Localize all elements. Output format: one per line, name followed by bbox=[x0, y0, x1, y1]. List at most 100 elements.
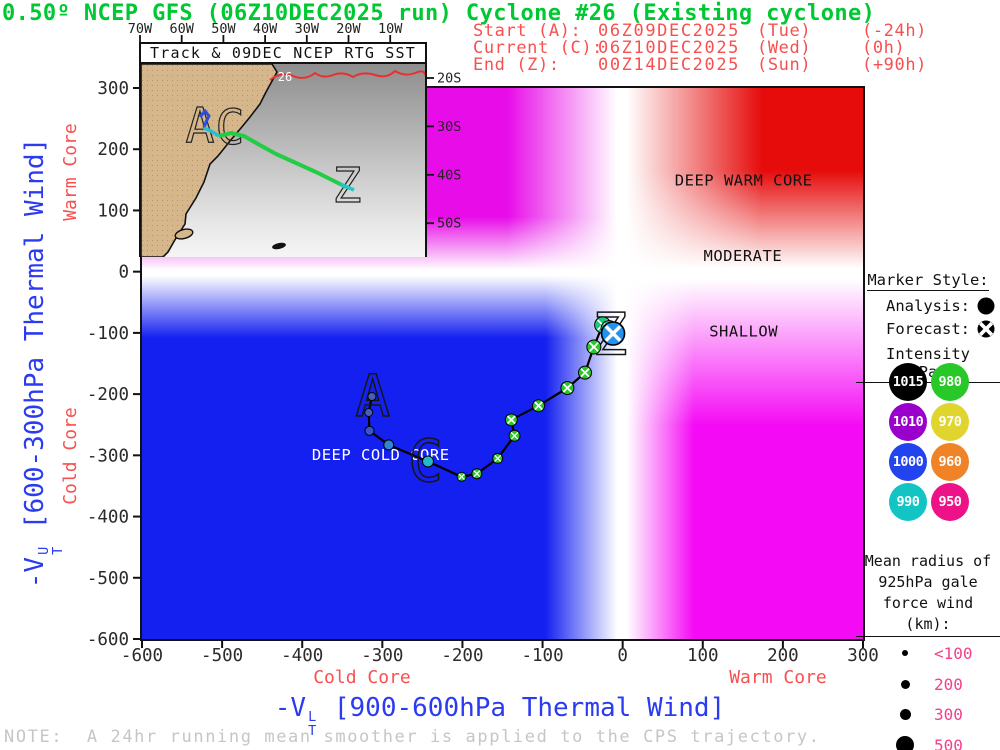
map-track-end bbox=[339, 182, 355, 192]
gale-size-row: 300 bbox=[856, 699, 1000, 730]
intensity-swatch-950: 950 bbox=[931, 483, 969, 521]
gale-size-label: <100 bbox=[934, 643, 973, 663]
y-tick-label: -500 bbox=[87, 569, 129, 589]
legend-analysis-row: Analysis: bbox=[856, 294, 1000, 317]
analysis-label: Analysis: bbox=[886, 296, 970, 315]
y-tick-label: -100 bbox=[87, 324, 129, 344]
y-axis-label: -V U T [600-300hPa Thermal Wind] bbox=[20, 137, 66, 589]
legend-forecast-row: Forecast: bbox=[856, 317, 1000, 340]
x-tick-label: 100 bbox=[687, 646, 719, 666]
time-row-current: Current (C): 06Z10DEC2025 (Wed) (0h) bbox=[473, 40, 943, 57]
intensity-swatch-970: 970 bbox=[931, 403, 969, 441]
inset-map: 26 A C Z bbox=[141, 64, 425, 257]
end-offset: (+90h) bbox=[862, 55, 928, 75]
x-tick-label: -300 bbox=[361, 646, 403, 666]
inset-lat-label: 20S bbox=[437, 71, 461, 87]
end-label: End (Z): bbox=[473, 55, 560, 75]
inset-title: Track & 09DEC NCEP RTG SST bbox=[141, 44, 425, 64]
gale-size-label: 500 bbox=[934, 735, 963, 750]
end-value: 00Z14DEC2025 bbox=[598, 55, 741, 75]
gale-dot-wrap bbox=[888, 679, 922, 689]
start-label: Start (A): bbox=[473, 21, 582, 41]
x-tick-label: -400 bbox=[281, 646, 323, 666]
time-row-start: Start (A): 06Z09DEC2025 (Tue) (-24h) bbox=[473, 23, 943, 40]
island-dark bbox=[272, 242, 286, 250]
run-times: Start (A): 06Z09DEC2025 (Tue) (-24h) Cur… bbox=[473, 23, 943, 74]
x-tick-label: -600 bbox=[121, 646, 163, 666]
forecast-marker-icon bbox=[977, 320, 995, 337]
map-point-a: A bbox=[186, 98, 215, 154]
x-tick-label: 0 bbox=[617, 646, 628, 666]
gale-dot bbox=[900, 679, 910, 689]
sst-contour-label: 26 bbox=[278, 70, 292, 84]
map-track-cyan bbox=[203, 126, 220, 138]
south-america-land bbox=[141, 64, 278, 257]
y-tick-label: 0 bbox=[118, 263, 129, 283]
gale-size-label: 200 bbox=[934, 674, 963, 694]
intensity-swatch-1000: 1000 bbox=[889, 443, 927, 481]
intensity-scale: 1015 980 1010 970 1000 960 990 950 bbox=[889, 363, 969, 521]
gale-title-line3: force wind (km): bbox=[856, 593, 1000, 637]
gale-size-label: 300 bbox=[934, 705, 963, 725]
y-axis-warm-core-label: Warm Core bbox=[60, 123, 81, 221]
start-value: 06Z09DEC2025 bbox=[598, 21, 741, 41]
y-tick-label: 100 bbox=[97, 201, 129, 221]
current-offset: (0h) bbox=[862, 38, 906, 58]
gale-dot bbox=[902, 650, 908, 657]
analysis-marker-icon bbox=[977, 297, 995, 314]
start-offset: (-24h) bbox=[862, 21, 928, 41]
intensity-swatch-990: 990 bbox=[889, 483, 927, 521]
current-value: 06Z10DEC2025 bbox=[598, 38, 741, 58]
legend: Marker Style: Analysis: Forecast: Intens… bbox=[856, 271, 1000, 750]
quadrant-shallow-magenta bbox=[622, 272, 863, 639]
gale-title-line1: Mean radius of bbox=[864, 552, 992, 570]
current-label: Current (C): bbox=[473, 38, 604, 58]
y-tick-label: -300 bbox=[87, 446, 129, 466]
intensity-swatch-1015: 1015 bbox=[889, 363, 927, 401]
map-track-analysis bbox=[198, 108, 211, 129]
x-axis-cold-core-label: Cold Core bbox=[313, 667, 411, 688]
gale-size-row: <100 bbox=[856, 638, 1000, 669]
gale-radius-title: Mean radius of 925hPa gale force wind (k… bbox=[856, 551, 1000, 637]
sst-contour-26 bbox=[269, 69, 425, 81]
y-tick-label: -600 bbox=[87, 630, 129, 650]
current-day: (Wed) bbox=[757, 38, 812, 58]
time-row-end: End (Z): 00Z14DEC2025 (Sun) (+90h) bbox=[473, 57, 943, 74]
gale-dot bbox=[899, 709, 911, 721]
end-day: (Sun) bbox=[757, 55, 812, 75]
y-tick-label: 300 bbox=[97, 79, 129, 99]
gale-dot-wrap bbox=[888, 650, 922, 657]
gale-title-line2: 925hPa gale bbox=[878, 573, 978, 591]
x-tick-label: -100 bbox=[521, 646, 563, 666]
gale-dot-wrap bbox=[888, 709, 922, 721]
x-tick-label: -500 bbox=[201, 646, 243, 666]
gale-radius-scale: <100200300500750 bbox=[856, 638, 1000, 750]
map-point-c: C bbox=[216, 100, 245, 156]
intensity-swatch-1010: 1010 bbox=[889, 403, 927, 441]
track-inset: Track & 09DEC NCEP RTG SST bbox=[139, 42, 427, 257]
intensity-swatch-980: 980 bbox=[931, 363, 969, 401]
start-day: (Tue) bbox=[757, 21, 812, 41]
island bbox=[174, 228, 194, 240]
gale-dot bbox=[896, 736, 914, 750]
gale-dot-wrap bbox=[888, 736, 922, 750]
gale-size-row: 500 bbox=[856, 730, 1000, 750]
plot-frame bbox=[140, 86, 865, 641]
map-track-forecast bbox=[218, 130, 347, 189]
x-tick-label: -200 bbox=[441, 646, 483, 666]
forecast-label: Forecast: bbox=[886, 319, 970, 338]
quadrant-deep-warm-core bbox=[622, 88, 863, 272]
gale-size-row: 200 bbox=[856, 669, 1000, 700]
y-axis-cold-core-label: Cold Core bbox=[60, 407, 81, 505]
y-tick-label: 200 bbox=[97, 140, 129, 160]
x-tick-label: 200 bbox=[767, 646, 799, 666]
footnote: NOTE: A 24hr running mean smoother is ap… bbox=[4, 727, 821, 747]
page-title: 0.50º NCEP GFS (06Z10DEC2025 run) Cyclon… bbox=[2, 1, 876, 26]
x-axis-label: -V L T [900-600hPa Thermal Wind] bbox=[274, 693, 726, 739]
x-axis-warm-core-label: Warm Core bbox=[729, 667, 827, 688]
intensity-swatch-960: 960 bbox=[931, 443, 969, 481]
y-tick-label: -400 bbox=[87, 508, 129, 528]
